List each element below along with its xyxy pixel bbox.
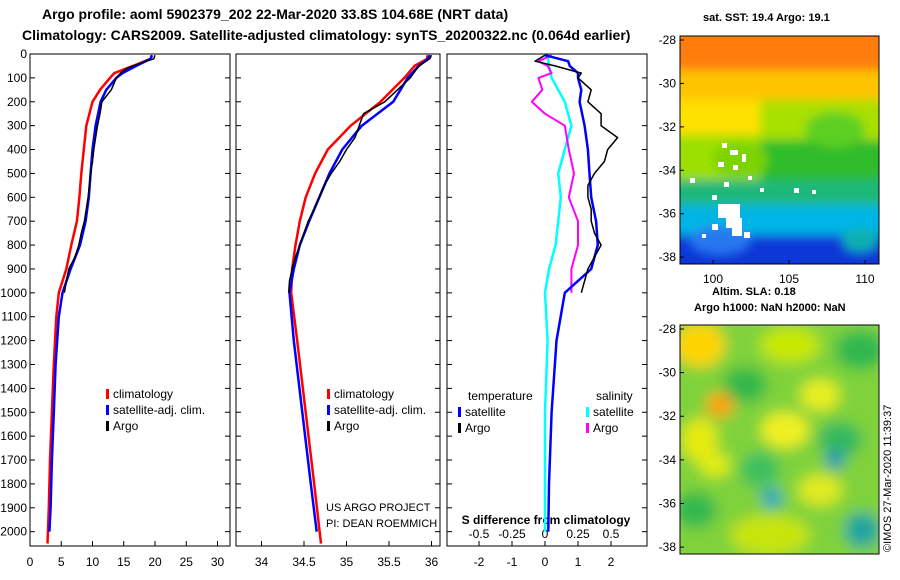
temp-frame — [29, 53, 231, 547]
diff-temperature-legend-label: satellite — [465, 405, 506, 419]
temp-xtick-label: 25 — [180, 555, 194, 569]
depth-tick-label: 300 — [7, 119, 27, 133]
diff-legend-salinity-header: salinity — [596, 389, 633, 403]
diff-frame — [446, 53, 648, 547]
diff-salinity-legend-label: Argo — [593, 421, 619, 435]
depth-tick-label: 1300 — [0, 357, 27, 371]
depth-tick-label: 0 — [20, 47, 27, 61]
diff-temperature-satellite-line — [544, 53, 600, 532]
diff-salinity-argo-line — [530, 54, 579, 293]
temp-xtick-label: 15 — [117, 555, 131, 569]
sal-xtick-label: 34.5 — [292, 555, 316, 569]
sal-xtick-label: 35.5 — [377, 555, 401, 569]
depth-tick-label: 500 — [7, 166, 27, 180]
diff-t-tick-label: 0 — [542, 555, 549, 569]
depth-tick-label: 800 — [7, 238, 27, 252]
diff-salinity-legend-swatch — [586, 407, 589, 417]
diff-temperature-legend-swatch — [458, 407, 461, 417]
sal-xtick-label: 36 — [425, 555, 439, 569]
depth-tick-label: 1600 — [0, 429, 27, 443]
depth-tick-label: 1200 — [0, 334, 27, 348]
diff-t-tick-label: 1 — [575, 555, 582, 569]
pi-credit: PI: DEAN ROEMMICH — [326, 518, 438, 530]
diff-s-tick-label: 0.5 — [603, 527, 620, 541]
salinity-panel: 34 34.5 35 35.5 36 climatology satellite-adj. … — [235, 53, 441, 569]
temp-legend-swatch — [106, 405, 109, 415]
sal-legend-label: Argo — [334, 419, 360, 433]
depth-tick-label: 900 — [7, 262, 27, 276]
diff-s-tick-label: -0.25 — [498, 527, 526, 541]
depth-tick-label: 1400 — [0, 381, 27, 395]
diff-s-tick-label: -0.5 — [469, 527, 490, 541]
temp-legend-swatch — [106, 389, 109, 399]
temp-legend-label: Argo — [113, 419, 139, 433]
sal-frame — [235, 53, 441, 547]
depth-tick-label: 600 — [7, 190, 27, 204]
depth-tick-label: 1900 — [0, 501, 27, 515]
depth-tick-label: 1700 — [0, 453, 27, 467]
diff-t-tick-label: -1 — [507, 555, 518, 569]
diff-salinity-legend-swatch — [586, 423, 589, 433]
diff-temperature-legend-label: Argo — [465, 421, 491, 435]
depth-tick-label: 1100 — [1, 310, 27, 324]
sal-xtick-label: 35 — [340, 555, 354, 569]
sla-map-subtitle: Argo h1000: NaN h2000: NaN — [694, 302, 846, 314]
depth-tick-label: 700 — [7, 214, 27, 228]
diff-s-tick-label: 0 — [542, 527, 549, 541]
temp-xtick-label: 0 — [27, 555, 34, 569]
sla-map-title: Altim. SLA: 0.18 — [712, 286, 796, 298]
sal-legend-swatch — [327, 405, 330, 415]
title-line-1: Argo profile: aoml 5902379_202 22-Mar-20… — [42, 6, 509, 22]
difference-panel: -0.5 -0.25 0 0.25 0.5-2 -1 0 1 2S difference fro… — [446, 53, 648, 569]
diff-salinity-legend-label: satellite — [593, 405, 634, 419]
temp-xtick-label: 10 — [86, 555, 100, 569]
sal-argo-line — [287, 54, 433, 293]
imos-timestamp: ©IMOS 27-Mar-2020 11:39:37 — [882, 404, 894, 552]
temp-xtick-label: 30 — [211, 555, 225, 569]
temp-satellite-line — [48, 54, 154, 532]
sst-map-title: sat. SST: 19.4 Argo: 19.1 — [703, 12, 830, 24]
diff-s-tick-label: 0.25 — [566, 527, 590, 541]
temp-legend-label: climatology — [113, 387, 173, 401]
depth-tick-label: 1800 — [0, 477, 27, 491]
sal-legend-swatch — [327, 389, 330, 399]
temp-xtick-label: 5 — [58, 555, 65, 569]
temp-xtick-label: 20 — [148, 555, 162, 569]
depth-tick-label: 1500 — [0, 405, 27, 419]
temp-climatology-line — [46, 54, 154, 544]
sal-xtick-label: 34 — [255, 555, 269, 569]
diff-legend-temperature-header: temperature — [468, 389, 533, 403]
diff-temperature-legend-swatch — [458, 423, 461, 433]
title-line-2: Climatology: CARS2009. Satellite-adjuste… — [22, 27, 631, 43]
depth-tick-label: 400 — [7, 143, 27, 157]
depth-tick-label: 2000 — [0, 525, 27, 539]
diff-salinity-satellite-line — [543, 55, 573, 532]
sal-legend-label: satellite-adj. clim. — [334, 403, 426, 417]
project-credit: US ARGO PROJECT — [326, 502, 431, 514]
diff-temperature-argo-line — [534, 54, 619, 294]
temp-argo-line — [63, 54, 156, 293]
sal-legend-label: climatology — [334, 387, 394, 401]
sal-climatology-line — [289, 55, 429, 544]
depth-tick-label: 100 — [7, 71, 27, 85]
temp-legend-label: satellite-adj. clim. — [113, 403, 205, 417]
temperature-panel: 0100200300400500600700800900100011001200… — [0, 47, 231, 569]
sal-legend-swatch — [327, 421, 330, 431]
diff-t-tick-label: -2 — [474, 555, 485, 569]
temp-legend-swatch — [106, 421, 109, 431]
diff-t-tick-label: 2 — [608, 555, 615, 569]
depth-tick-label: 1000 — [0, 286, 27, 300]
depth-tick-label: 200 — [7, 95, 27, 109]
